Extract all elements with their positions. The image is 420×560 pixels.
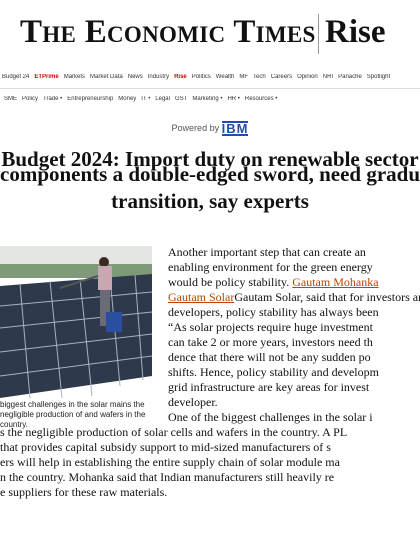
subnav-item[interactable]: SME	[4, 96, 18, 102]
nav-item[interactable]: MF	[239, 74, 249, 80]
body-line: Another important step that can create a…	[168, 245, 366, 259]
nav-item[interactable]: Panache	[338, 74, 362, 80]
secondary-nav: SME Policy Trade • Entrepreneurship Mone…	[0, 96, 420, 108]
masthead: The Economic Times Rise	[0, 0, 420, 68]
body-line: ers will help in establishing the entire…	[0, 455, 340, 469]
body-line: developer.	[168, 395, 218, 409]
article-body-full: s the negligible production of solar cel…	[0, 425, 420, 500]
body-line-with-link: Gautam SolarGautam Solar, said that for …	[168, 290, 420, 305]
article-body-column: Another important step that can create a…	[168, 245, 420, 425]
nav-item[interactable]: Rise	[174, 74, 187, 80]
site-logo-rise[interactable]: Rise	[325, 14, 386, 50]
nav-item[interactable]: Wealth	[215, 74, 235, 80]
headline-line: transition, say experts	[111, 189, 309, 213]
ibm-logo[interactable]: IBM	[221, 121, 249, 136]
powered-by-label: Powered by	[171, 122, 220, 133]
body-line: e suppliers for these raw materials.	[0, 485, 168, 499]
subnav-item[interactable]: Legal	[155, 96, 170, 102]
nav-item[interactable]: Budget 24	[2, 74, 30, 80]
body-line: “As solar projects require huge investme…	[168, 320, 373, 334]
site-logo-title[interactable]: The Economic Times	[20, 14, 316, 50]
body-text: Gautam Solar, said that for investors an…	[234, 290, 420, 304]
headline-line: components a double-edged sword, need gr…	[0, 162, 420, 186]
body-line: can take 2 or more years, investors need…	[168, 335, 373, 349]
nav-item[interactable]: News	[127, 74, 143, 80]
article-photo[interactable]	[0, 246, 152, 398]
body-text: would be policy stability.	[168, 275, 290, 289]
nav-item[interactable]: Tech	[253, 74, 266, 80]
body-line: One of the biggest challenges in the sol…	[168, 410, 373, 424]
nav-item[interactable]: Industry	[147, 74, 170, 80]
nav-item[interactable]: Opinion	[297, 74, 318, 80]
subnav-item[interactable]: HR •	[227, 96, 240, 102]
nav-item[interactable]: ETPrime	[34, 74, 59, 80]
body-line: grid infrastructure are key areas for in…	[168, 380, 370, 394]
headline-line: Budget 2024: Import duty on renewable se…	[1, 147, 419, 171]
photo-caption: biggest challenges in the solar mains th…	[0, 400, 146, 429]
nav-item[interactable]: NRI	[322, 74, 334, 80]
body-line: shifts. Hence, policy stability and deve…	[168, 365, 379, 379]
masthead-divider	[318, 14, 319, 54]
nav-item[interactable]: Politics	[191, 74, 211, 80]
nav-item[interactable]: Markets	[63, 74, 86, 80]
subnav-item[interactable]: Resources •	[244, 96, 278, 102]
body-line: enabling environment for the green energ…	[168, 260, 373, 274]
author-link[interactable]: Gautam Mohanka	[292, 275, 379, 289]
body-line: dence that there will not be any sudden …	[168, 350, 371, 364]
body-line: that provides capital subsidy support to…	[0, 440, 331, 454]
body-line: n the country. Mohanka said that Indian …	[0, 470, 335, 484]
company-link[interactable]: Gautam Solar	[168, 290, 235, 304]
powered-by: Powered by IBM	[0, 121, 420, 136]
nav-item[interactable]: Market Data	[90, 74, 123, 80]
subnav-item[interactable]: Entrepreneurship	[67, 96, 114, 102]
subnav-item[interactable]: Money	[118, 96, 137, 102]
primary-nav: Budget 24 ETPrime Markets Market Data Ne…	[0, 74, 420, 89]
nav-item[interactable]: Spotlight	[366, 74, 391, 80]
subnav-item[interactable]: IT •	[141, 96, 151, 102]
article-headline: Budget 2024: Import duty on renewable se…	[0, 146, 420, 215]
subnav-item[interactable]: Trade •	[43, 96, 63, 102]
body-line-with-link: would be policy stability. Gautam Mohank…	[168, 275, 420, 290]
nav-item[interactable]: Careers	[270, 74, 293, 80]
subnav-item[interactable]: Policy	[22, 96, 39, 102]
body-line: s the negligible production of solar cel…	[0, 425, 348, 439]
body-line: developers, policy stability has always …	[168, 305, 379, 319]
subnav-item[interactable]: GST	[174, 96, 188, 102]
subnav-item[interactable]: Marketing •	[192, 96, 223, 102]
